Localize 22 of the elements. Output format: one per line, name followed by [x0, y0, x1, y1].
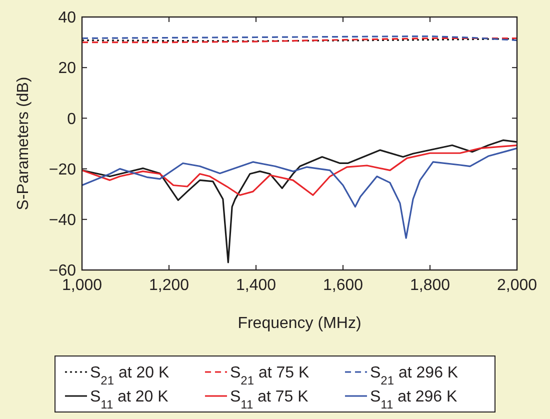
- y-tick-label: 20: [58, 60, 76, 78]
- y-tick-label: −60: [48, 262, 76, 280]
- y-axis-title: S-Parameters (dB): [15, 76, 32, 210]
- line-series: [82, 148, 517, 239]
- legend-label: S$_{11}$ at 75 K: [230, 388, 309, 412]
- legend-label: S$_{21}$ at 296 K: [370, 364, 458, 388]
- legend-label: S$_{21}$ at 75 K: [230, 364, 310, 388]
- y-tick-label: 0: [67, 110, 76, 128]
- x-tick-label: 1,600: [322, 277, 364, 294]
- x-axis-title: Frequency (MHz): [238, 315, 362, 332]
- y-tick-label: 40: [58, 10, 76, 27]
- x-tick-label: 1,400: [236, 277, 276, 294]
- x-tick-label: 1,800: [410, 277, 450, 294]
- y-tick-label: −20: [48, 161, 76, 178]
- legend-label: S$_{11}$ at 296 K: [370, 388, 458, 412]
- line-series: [82, 144, 517, 196]
- x-tick-label: 1,200: [148, 277, 190, 294]
- x-tick-label: 1,000: [62, 277, 102, 294]
- legend-label: S$_{21}$ at 20 K: [90, 364, 170, 388]
- x-tick-label: 2,000: [496, 277, 538, 294]
- legend-label: S$_{11}$ at 20 K: [90, 388, 169, 412]
- y-tick-label: −40: [48, 212, 76, 229]
